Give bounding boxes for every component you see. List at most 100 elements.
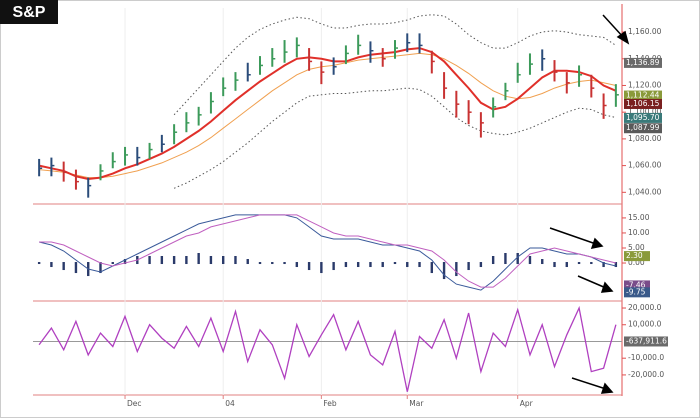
last-value-label: 1,087.99 <box>626 123 660 132</box>
histogram-bar <box>234 256 237 265</box>
last-value-box <box>624 287 650 298</box>
histogram-bar <box>516 253 519 265</box>
y-tick-label: 1,040.00 <box>628 187 662 196</box>
arrow-head <box>600 281 614 293</box>
last-value-label: -7.46 <box>626 280 646 289</box>
histogram-bar <box>369 262 372 268</box>
macd-line <box>38 214 617 291</box>
histogram-bar <box>418 262 421 268</box>
last-value-box <box>624 98 662 109</box>
histogram-bar <box>209 256 213 265</box>
arrow-head <box>616 30 630 45</box>
y-tick-label: 1,080.00 <box>628 134 662 143</box>
panels: Dec 04 Feb Mar Apr 1,040.00 1,060.00 1,080.00 1,… <box>33 4 668 408</box>
histogram-bar <box>123 259 127 265</box>
average-line <box>38 47 617 181</box>
logo-box <box>0 0 58 24</box>
histogram-bar <box>406 262 409 268</box>
last-value-box <box>624 251 650 262</box>
histogram-bar <box>185 256 188 265</box>
x-tick-label: Dec <box>127 399 142 408</box>
histogram-bar <box>320 262 323 274</box>
histogram-bar <box>393 262 397 265</box>
histogram-bar <box>221 256 225 265</box>
last-value-box <box>624 280 650 291</box>
average-line <box>39 52 617 179</box>
histogram-bar <box>344 262 348 268</box>
band-line <box>173 87 617 189</box>
arrow <box>577 275 607 289</box>
arrow <box>602 14 625 39</box>
last-value-label: 1,095.70 <box>626 113 660 122</box>
histogram-bar <box>356 262 360 268</box>
last-value-box <box>624 112 662 123</box>
histogram-bar <box>37 262 41 265</box>
oscillator-line <box>38 305 617 392</box>
y-tick-label: 10,000.0 <box>628 320 662 329</box>
last-value-label: 2.30 <box>626 251 643 260</box>
arrow-head <box>600 382 614 394</box>
histogram-bar <box>577 262 581 265</box>
histogram-bar <box>381 262 384 268</box>
macd-line <box>39 214 617 288</box>
y-tick-label: 20,000.0 <box>628 303 662 312</box>
histogram-bar <box>50 262 53 268</box>
last-value-box <box>624 123 662 134</box>
histogram-bar <box>74 262 78 274</box>
histogram-bar <box>172 256 176 265</box>
y-tick-label: 5.00 <box>628 243 645 252</box>
y-tick-label: 15.00 <box>628 213 650 222</box>
band-line <box>173 14 617 116</box>
last-value-box <box>624 90 662 101</box>
y-tick-label: 1,100.00 <box>628 107 662 116</box>
y-tick-label: 10.00 <box>628 228 650 237</box>
y-tick-label: -10,000.0 <box>628 353 664 362</box>
histogram-bar <box>614 262 618 268</box>
histogram-bar <box>148 256 151 265</box>
histogram-bar <box>160 256 164 265</box>
histogram-bar <box>307 262 311 271</box>
arrow-head <box>590 237 604 249</box>
histogram-bar <box>99 262 102 274</box>
histogram-bar <box>479 262 483 268</box>
histogram-bar <box>62 262 65 271</box>
y-tick-label: 1,060.00 <box>628 161 662 170</box>
histogram-bar <box>553 262 556 268</box>
histogram-bar <box>197 253 200 265</box>
last-value-box <box>624 336 668 347</box>
histogram-bar <box>504 253 507 265</box>
histogram-bar <box>246 259 249 265</box>
last-value-box <box>624 57 662 68</box>
histogram-bar <box>258 262 262 265</box>
logo: S&P <box>13 4 46 21</box>
y-tick-label: -20,000.0 <box>628 370 664 379</box>
x-tick-label: Mar <box>409 399 424 408</box>
histogram-bar <box>455 262 458 277</box>
arrow <box>571 377 607 390</box>
histogram-bar <box>442 262 446 280</box>
arrow <box>549 227 597 245</box>
x-tick-label: Apr <box>520 399 534 408</box>
histogram-bar <box>332 262 335 271</box>
y-tick-label: 0.00 <box>628 258 645 267</box>
last-value-label: -9.75 <box>626 287 646 296</box>
histogram-bar <box>565 262 568 268</box>
histogram-bar <box>590 262 593 265</box>
x-tick-label: 04 <box>225 399 235 408</box>
last-value-label: 1,136.89 <box>626 58 660 67</box>
histogram-bar <box>491 256 495 265</box>
y-tick-label: 1,160.00 <box>628 27 662 36</box>
histogram-bar <box>271 262 274 265</box>
histogram-bar <box>283 262 286 265</box>
histogram-bar <box>528 256 532 265</box>
x-tick-label: Feb <box>323 399 337 408</box>
histogram-bar <box>295 262 299 268</box>
histogram-bar <box>467 262 470 271</box>
y-tick-label: 1,120.00 <box>628 80 662 89</box>
last-value-label: -637,911.6 <box>626 336 667 345</box>
arrows <box>549 14 630 394</box>
last-value-label: 1,106.15 <box>626 99 660 108</box>
last-value-label: 1,112.44 <box>626 91 660 100</box>
